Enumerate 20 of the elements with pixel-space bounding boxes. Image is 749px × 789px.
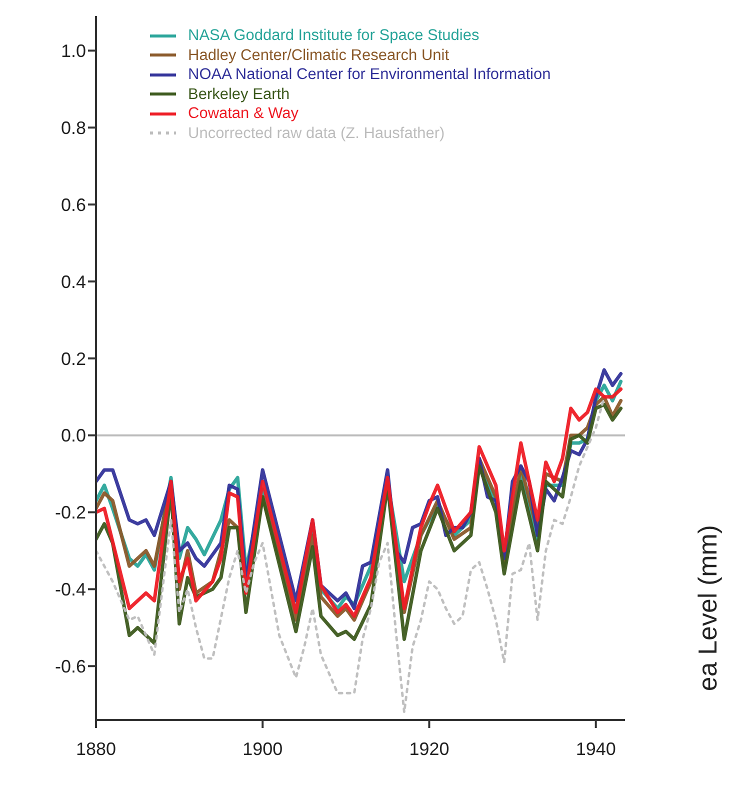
x-tick-label: 1880 bbox=[76, 738, 116, 759]
y-tick-label: -0.4 bbox=[54, 580, 86, 600]
legend-label: Uncorrected raw data (Z. Hausfather) bbox=[188, 124, 445, 143]
y-tick-label: 0.0 bbox=[60, 426, 86, 446]
y-tick-label: -0.6 bbox=[54, 656, 86, 677]
y-tick-label: 0.2 bbox=[60, 348, 86, 369]
y-tick-label: 0.8 bbox=[60, 118, 86, 138]
legend-label: Hadley Center/Climatic Research Unit bbox=[188, 46, 450, 65]
y-tick-label: 1.0 bbox=[60, 41, 86, 62]
y-tick-label: -0.2 bbox=[54, 502, 86, 523]
legend-label: NOAA National Center for Environmental Information bbox=[188, 65, 551, 84]
x-tick-label: 1920 bbox=[409, 738, 450, 759]
x-tick-label: 1900 bbox=[242, 738, 283, 759]
legend-label: Cowatan & Way bbox=[188, 104, 299, 124]
legend-label: NASA Goddard Institute for Space Studies bbox=[188, 26, 480, 46]
text: ea Level (mm) bbox=[692, 524, 724, 692]
x-tick-label: 1940 bbox=[576, 738, 616, 759]
legend-label: Berkeley Earth bbox=[188, 84, 290, 104]
y-tick-label: 0.4 bbox=[60, 272, 86, 292]
y-tick-label: 0.6 bbox=[60, 194, 86, 215]
